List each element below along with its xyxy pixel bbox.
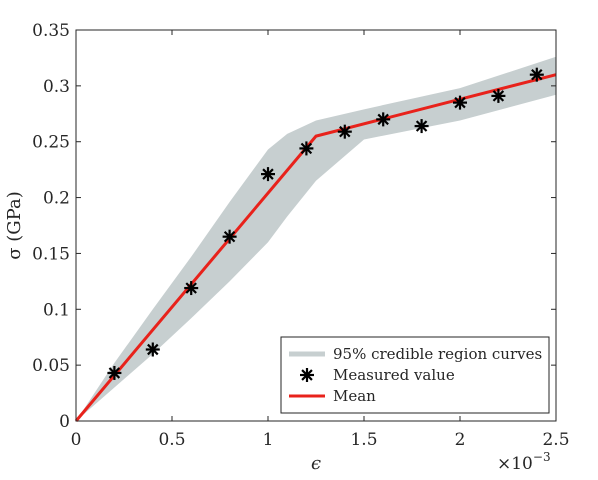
- x-tick-label: 2.5: [542, 430, 569, 450]
- y-axis-title: σ (GPa): [4, 191, 25, 259]
- measured-point: [222, 229, 237, 244]
- legend-label-mean: Mean: [333, 387, 376, 405]
- legend: 95% credible region curves Measured valu…: [280, 336, 550, 414]
- y-tick-label: 0.15: [32, 244, 70, 264]
- y-tick-label: 0.05: [32, 356, 70, 376]
- credible-region-band-layer: [76, 56, 556, 422]
- x-tick-label: 1: [263, 430, 274, 450]
- measured-point: [261, 167, 275, 182]
- legend-swatch-measured-value: [300, 368, 314, 382]
- y-tick-label: 0.2: [43, 189, 70, 209]
- credible-region-band: [76, 56, 556, 422]
- x-axis-multiplier-base: ×10: [497, 454, 533, 474]
- x-axis-multiplier-exponent: −3: [533, 450, 551, 464]
- measured-point: [414, 119, 429, 134]
- measured-markers-layer: [107, 67, 544, 380]
- y-tick-label: 0: [59, 412, 70, 432]
- legend-label-credible-region: 95% credible region curves: [333, 345, 542, 363]
- mean-line: [74, 73, 557, 422]
- measured-point: [453, 95, 467, 110]
- y-tick-label: 0.3: [43, 77, 70, 97]
- x-axis-title: ϵ: [311, 453, 321, 474]
- y-tick-label: 0.35: [32, 21, 70, 41]
- x-tick-label: 0: [71, 430, 82, 450]
- mean-line-layer: [74, 73, 557, 422]
- x-axis-multiplier: ×10−3: [497, 450, 551, 474]
- x-tick-label: 1.5: [350, 430, 377, 450]
- measured-point: [145, 342, 160, 357]
- y-tick-label: 0.1: [43, 300, 70, 320]
- measured-point: [529, 67, 544, 82]
- legend-label-measured-value: Measured value: [333, 366, 455, 384]
- measured-point: [107, 365, 122, 380]
- x-tick-label: 2: [455, 430, 466, 450]
- legend-box: [280, 336, 550, 414]
- y-tick-label: 0.25: [32, 133, 70, 153]
- measured-point: [337, 124, 352, 139]
- measured-point: [491, 88, 506, 103]
- measured-point: [184, 281, 199, 296]
- measured-point: [376, 112, 391, 127]
- legend-asterisk: [300, 368, 314, 382]
- measured-point: [299, 141, 314, 156]
- ticks-layer: 0 0.5 1 1.5 2 2.5 0 0.05 0.1 0.15 0.2 0.25 0.3 0.35: [32, 21, 569, 450]
- x-tick-label: 0.5: [158, 430, 185, 450]
- plot-area-frame: [75, 29, 557, 422]
- axes: [75, 29, 557, 422]
